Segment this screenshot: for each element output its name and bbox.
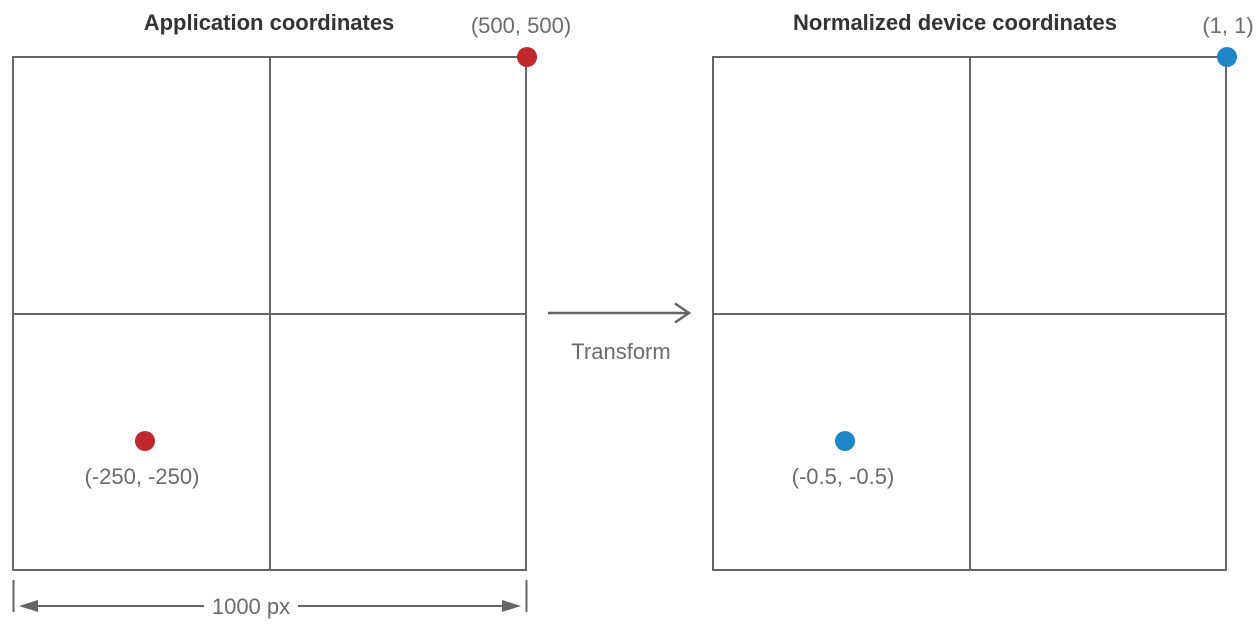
ndc-inner-point-label: (-0.5, -0.5) bbox=[791, 464, 895, 489]
grid-horizontal-divider bbox=[14, 312, 525, 315]
app-corner-point-label: (500, 500) bbox=[470, 13, 572, 38]
ndc-corner-point bbox=[1217, 47, 1237, 67]
ndc-inner-point bbox=[835, 431, 855, 451]
ndc-grid bbox=[712, 56, 1227, 571]
app-inner-point-label: (-250, -250) bbox=[84, 464, 200, 489]
app-inner-point bbox=[135, 431, 155, 451]
ndc-title: Normalized device coordinates bbox=[793, 10, 1117, 35]
grid-horizontal-divider bbox=[714, 312, 1225, 315]
ndc-corner-point-label: (1, 1) bbox=[1202, 13, 1254, 38]
width-dimension-label: 1000 px bbox=[211, 594, 291, 619]
left-arrowhead-icon bbox=[19, 600, 38, 612]
width-dimension-double-arrow-icon bbox=[12, 580, 528, 612]
app-corner-point bbox=[517, 47, 537, 67]
right-arrowhead-icon bbox=[502, 600, 521, 612]
chevron-right-icon bbox=[674, 302, 692, 324]
transform-label: Transform bbox=[571, 339, 671, 364]
app-coords-title: Application coordinates bbox=[143, 10, 395, 35]
app-coords-grid bbox=[12, 56, 527, 571]
transform-right-arrow-icon bbox=[548, 302, 692, 324]
